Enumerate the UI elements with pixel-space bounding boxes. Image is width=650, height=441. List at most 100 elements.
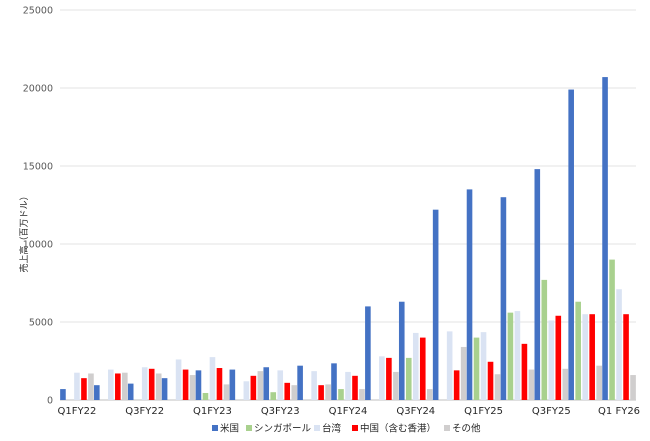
x-tick-label: Q3FY22 [125, 406, 164, 417]
bar [596, 365, 602, 400]
bar [297, 365, 303, 400]
bar [74, 372, 80, 400]
y-tick-label: 5000 [29, 318, 53, 329]
bar [365, 306, 371, 400]
bar [338, 389, 344, 400]
bar [602, 77, 608, 400]
bar [155, 373, 162, 400]
bar [270, 392, 277, 400]
legend-label: 中国（含む香港） [360, 423, 436, 435]
bar [426, 389, 433, 400]
y-axis-label: 売上高（百万ドル） [18, 191, 30, 272]
bar [466, 189, 473, 400]
bar [487, 361, 494, 400]
x-tick-label: Q1 FY26 [598, 406, 640, 417]
bar [243, 381, 250, 400]
bar [223, 384, 230, 400]
bar [127, 383, 134, 400]
bar [575, 301, 581, 400]
bar [555, 315, 562, 400]
bar [209, 357, 216, 400]
legend-label: その他 [452, 423, 481, 435]
x-tick-label: Q3FY23 [261, 406, 300, 417]
x-tick-label: Q1FY22 [58, 406, 97, 417]
y-tick-label: 10000 [23, 240, 53, 251]
bar [195, 370, 202, 400]
bar [115, 373, 121, 400]
bar [148, 368, 155, 400]
x-tick-label: Q1FY23 [193, 406, 232, 417]
bar [405, 357, 412, 400]
bars [60, 77, 636, 400]
bar [534, 169, 541, 400]
bar [81, 378, 87, 400]
legend: 米国 シンガポール 台湾 中国（含む香港） その他 [212, 423, 481, 435]
bar [609, 259, 615, 400]
bar [480, 332, 487, 400]
bar [528, 369, 535, 400]
bar [331, 363, 337, 400]
bar [94, 385, 100, 400]
legend-label: 米国 [220, 423, 239, 435]
bar [250, 375, 257, 400]
bar [161, 378, 168, 400]
bar [548, 320, 555, 400]
bar [507, 312, 514, 400]
bar [291, 385, 298, 400]
bar [318, 385, 324, 400]
bar [500, 197, 507, 400]
x-tick-label: Q1FY25 [464, 406, 503, 417]
bar [630, 375, 636, 400]
bar [541, 279, 548, 400]
x-tick-label: Q3FY25 [532, 406, 571, 417]
bar [216, 368, 223, 400]
bar [460, 346, 467, 400]
bar [521, 343, 528, 400]
bar [352, 375, 358, 400]
bar [263, 367, 270, 400]
legend-swatch [212, 425, 218, 431]
y-tick-label: 0 [47, 396, 53, 407]
bar [494, 374, 501, 400]
bar [398, 301, 405, 400]
bar [562, 368, 569, 400]
legend-label: シンガポール [254, 424, 312, 435]
bar [311, 371, 317, 400]
bar [122, 372, 128, 400]
bar [432, 209, 439, 400]
x-tick-label: Q1FY24 [329, 406, 368, 417]
bar [568, 89, 574, 400]
legend-swatch [352, 425, 358, 431]
bar [60, 389, 66, 400]
y-axis-ticks: 0 5000 10000 15000 20000 25000 [23, 6, 53, 407]
bar [141, 367, 148, 400]
bar [108, 369, 114, 400]
legend-label: 台湾 [322, 423, 342, 435]
bar [473, 337, 480, 400]
x-axis-ticks: Q1FY22 Q3FY22 Q1FY23 Q3FY23 Q1FY24 Q3FY24 Q1FY… [58, 406, 641, 417]
bar [325, 384, 331, 400]
bar [359, 389, 365, 400]
legend-swatch [444, 425, 450, 431]
legend-swatch [246, 425, 252, 431]
bar [582, 314, 588, 400]
bar [175, 359, 182, 400]
x-tick-label: Q3FY24 [396, 406, 435, 417]
bar [412, 332, 419, 400]
bar [257, 371, 264, 400]
y-tick-label: 20000 [23, 84, 53, 95]
bar [189, 375, 196, 400]
bar [202, 392, 209, 400]
bar [277, 370, 284, 400]
bar [616, 289, 622, 400]
bar [393, 371, 399, 400]
bar [453, 370, 460, 400]
bar [419, 337, 426, 400]
bar [623, 314, 629, 400]
bar [345, 371, 351, 400]
bar [284, 382, 291, 400]
bar [182, 369, 189, 400]
legend-swatch [314, 425, 320, 431]
bar [379, 356, 385, 400]
